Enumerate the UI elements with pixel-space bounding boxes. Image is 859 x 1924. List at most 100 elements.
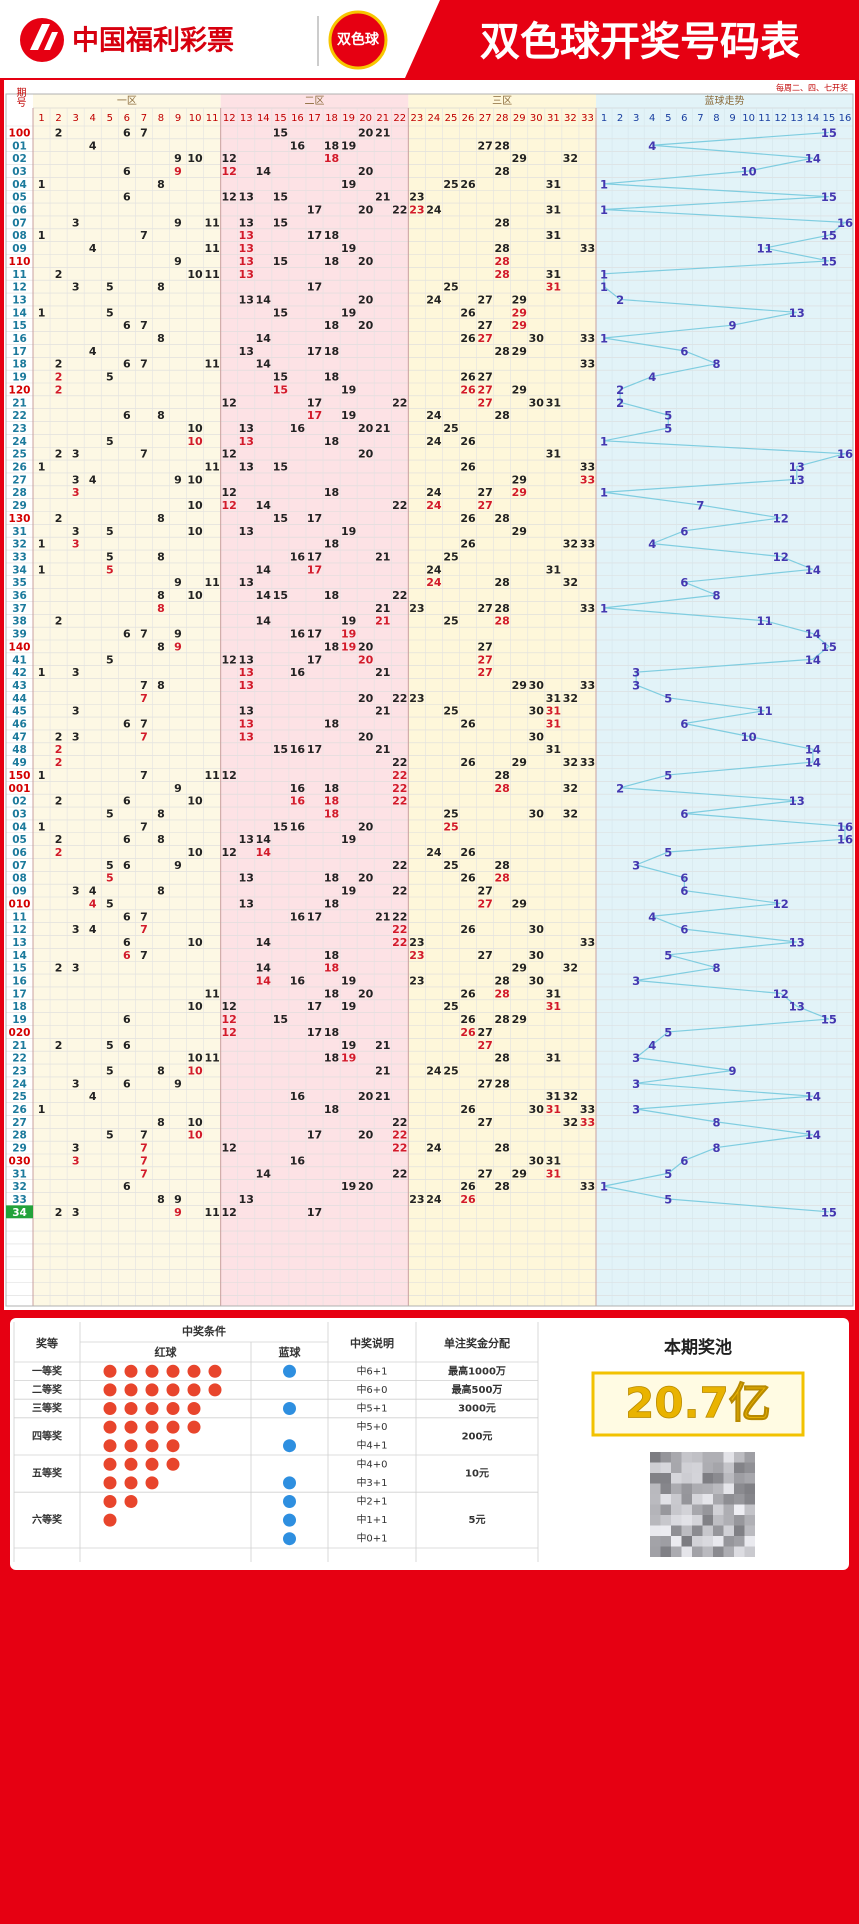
qr-cell	[650, 1483, 661, 1494]
red-ball-number: 18	[324, 229, 339, 242]
red-ball-number: 33	[580, 756, 595, 769]
blue-ball-number: 3	[632, 678, 640, 692]
red-ball-number: 10	[187, 589, 203, 602]
red-ball-number: 10	[187, 435, 203, 448]
red-ball-number: 13	[239, 1193, 254, 1206]
red-column-number: 28	[496, 113, 509, 124]
red-ball-number: 12	[222, 1026, 237, 1039]
red-ball-number: 29	[512, 383, 527, 396]
blue-column-number: 6	[681, 113, 687, 124]
red-ball-number: 17	[307, 1206, 322, 1219]
red-ball-number: 13	[239, 268, 254, 281]
red-ball-number: 9	[174, 628, 182, 641]
red-ball-number: 29	[512, 319, 527, 332]
red-ball-number: 17	[307, 563, 322, 576]
blue-ball-icon	[283, 1532, 296, 1546]
blue-ball-number: 16	[837, 216, 853, 230]
qr-cell	[671, 1504, 682, 1515]
red-ball-number: 27	[477, 897, 492, 910]
red-ball-number: 5	[106, 306, 114, 319]
qr-cell	[713, 1536, 724, 1547]
period: 09	[12, 243, 27, 255]
blue-column-number: 5	[665, 113, 671, 124]
blue-ball-number: 14	[805, 653, 821, 667]
red-ball-number: 21	[375, 743, 390, 756]
period: 27	[12, 1117, 27, 1129]
red-ball-number: 18	[324, 435, 339, 448]
red-ball-number: 2	[55, 743, 63, 756]
red-ball-number: 22	[392, 923, 407, 936]
period: 150	[9, 770, 31, 782]
qr-cell	[744, 1494, 755, 1505]
blue-ball-number: 6	[680, 524, 688, 538]
period: 26	[12, 462, 27, 474]
red-ball-number: 11	[204, 242, 219, 255]
red-ball-number: 19	[341, 139, 356, 152]
red-ball-number: 32	[563, 576, 578, 589]
qr-cell	[660, 1515, 671, 1526]
red-ball-number: 27	[477, 383, 492, 396]
red-ball-number: 19	[341, 1039, 356, 1052]
qr-cell	[650, 1536, 661, 1547]
red-ball-number: 27	[477, 332, 492, 345]
red-ball-number: 23	[409, 191, 424, 204]
red-ball-number: 19	[341, 383, 356, 396]
qr-cell	[734, 1546, 745, 1557]
blue-ball-number: 6	[680, 923, 688, 937]
blue-ball-number: 11	[757, 704, 773, 718]
red-ball-number: 24	[426, 1064, 442, 1077]
blue-ball-number: 3	[632, 1077, 640, 1091]
red-column-number: 16	[291, 113, 304, 124]
red-ball-number: 33	[580, 461, 595, 474]
red-ball-number: 5	[106, 1039, 114, 1052]
red-ball-icon	[166, 1383, 180, 1397]
qr-cell	[734, 1483, 745, 1494]
period: 05	[12, 192, 27, 204]
red-ball-number: 6	[123, 795, 131, 808]
red-ball-number: 22	[392, 756, 407, 769]
prize-desc: 中6+0	[356, 1383, 387, 1396]
red-ball-number: 27	[477, 653, 492, 666]
red-ball-number: 32	[563, 756, 578, 769]
red-ball-number: 28	[495, 769, 510, 782]
red-ball-icon	[103, 1513, 117, 1527]
qr-cell	[650, 1473, 661, 1484]
red-ball-number: 27	[477, 486, 492, 499]
blue-ball-number: 1	[600, 203, 608, 217]
red-ball-number: 33	[580, 1180, 595, 1193]
period: 11	[12, 269, 27, 281]
red-ball-number: 28	[495, 255, 510, 268]
red-ball-number: 20	[358, 1180, 374, 1193]
red-ball-number: 22	[392, 1142, 407, 1155]
red-ball-number: 18	[324, 962, 339, 975]
red-ball-number: 30	[529, 975, 545, 988]
red-ball-icon	[166, 1420, 180, 1434]
red-ball-number: 14	[256, 358, 272, 371]
red-ball-number: 20	[358, 1090, 374, 1103]
period: 110	[9, 256, 31, 268]
red-ball-number: 15	[273, 383, 288, 396]
red-ball-number: 27	[477, 1039, 492, 1052]
qr-cell	[671, 1525, 682, 1536]
blue-ball-number: 12	[773, 987, 789, 1001]
red-ball-number: 24	[426, 204, 442, 217]
red-ball-number: 15	[273, 191, 288, 204]
red-ball-number: 18	[324, 897, 339, 910]
red-ball-number: 25	[443, 1064, 458, 1077]
red-ball-number: 12	[222, 1013, 237, 1026]
qr-cell	[723, 1536, 734, 1547]
red-ball-number: 20	[358, 126, 374, 139]
red-ball-number: 16	[290, 975, 306, 988]
red-ball-number: 28	[495, 165, 510, 178]
red-ball-number: 13	[239, 653, 254, 666]
red-column-number: 27	[479, 113, 492, 124]
red-ball-number: 28	[495, 512, 510, 525]
blue-ball-number: 13	[789, 794, 805, 808]
period: 23	[12, 423, 27, 435]
qr-cell	[723, 1473, 734, 1484]
red-ball-number: 31	[546, 705, 561, 718]
red-ball-number: 18	[324, 1103, 339, 1116]
pool-box	[591, 1371, 805, 1437]
red-ball-number: 10	[187, 473, 203, 486]
red-ball-number: 28	[495, 859, 510, 872]
